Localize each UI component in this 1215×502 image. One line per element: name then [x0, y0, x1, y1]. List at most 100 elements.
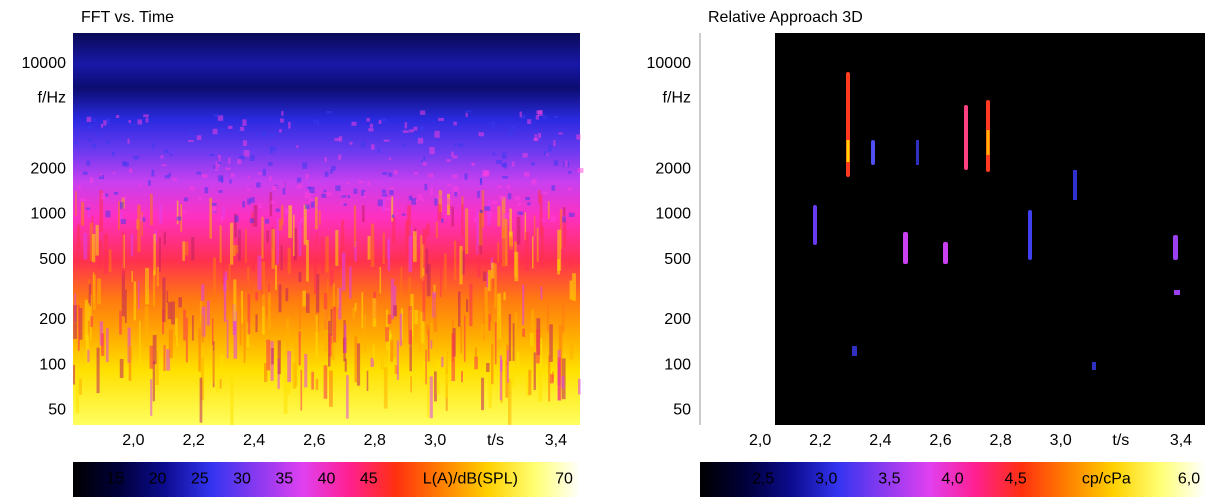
- texture: [446, 159, 452, 162]
- texture: [192, 315, 194, 341]
- texture: [363, 192, 367, 198]
- texture: [494, 322, 497, 365]
- feature: [813, 205, 817, 245]
- texture: [257, 255, 262, 290]
- texture: [436, 195, 442, 199]
- texture: [349, 266, 352, 299]
- texture: [268, 176, 272, 181]
- texture: [377, 199, 383, 207]
- texture: [215, 166, 219, 171]
- texture: [105, 210, 111, 218]
- texture: [183, 197, 189, 202]
- texture: [273, 186, 277, 190]
- texture: [137, 204, 141, 252]
- texture: [471, 162, 475, 166]
- texture: [198, 328, 201, 372]
- texture: [457, 242, 460, 251]
- texture: [562, 216, 566, 223]
- texture: [283, 373, 288, 414]
- texture: [484, 206, 491, 211]
- texture: [429, 188, 433, 196]
- texture: [491, 343, 494, 385]
- texture: [185, 317, 188, 363]
- texture: [420, 160, 424, 163]
- texture: [421, 198, 425, 202]
- texture: [330, 344, 335, 360]
- texture: [264, 219, 270, 224]
- texture: [522, 153, 528, 158]
- texture: [368, 128, 374, 132]
- texture: [408, 195, 413, 201]
- texture: [262, 294, 265, 335]
- texture: [211, 206, 217, 213]
- texture: [482, 271, 487, 282]
- texture: [514, 251, 519, 282]
- texture: [270, 147, 277, 151]
- texture: [497, 316, 501, 349]
- texture: [388, 172, 393, 177]
- texture: [172, 177, 177, 181]
- texture: [464, 173, 468, 180]
- texture: [478, 211, 483, 246]
- texture: [228, 157, 231, 165]
- texture: [517, 211, 524, 216]
- y-tick-label: 2000: [655, 160, 691, 177]
- texture: [370, 223, 375, 267]
- texture: [402, 130, 409, 133]
- texture: [491, 262, 495, 279]
- texture: [209, 197, 212, 239]
- texture: [413, 126, 418, 131]
- x-axis-label: t/s: [1112, 432, 1129, 449]
- texture: [494, 263, 497, 308]
- texture: [537, 110, 543, 117]
- texture: [201, 314, 204, 343]
- texture: [452, 155, 458, 159]
- texture: [225, 280, 229, 300]
- texture: [341, 203, 347, 206]
- texture: [521, 114, 526, 119]
- texture: [444, 353, 448, 399]
- texture: [99, 174, 104, 180]
- texture: [422, 162, 427, 166]
- panel-approach: [699, 33, 1205, 425]
- texture: [276, 218, 279, 265]
- texture: [538, 190, 541, 204]
- texture: [299, 294, 301, 330]
- texture: [176, 216, 182, 221]
- texture: [88, 283, 92, 307]
- texture: [423, 361, 426, 382]
- colorbar-tick-label: 40: [318, 471, 336, 488]
- texture: [539, 194, 543, 238]
- texture: [326, 110, 332, 114]
- texture: [558, 132, 563, 135]
- texture: [414, 172, 418, 175]
- texture: [501, 228, 505, 267]
- texture: [199, 377, 203, 423]
- texture: [228, 264, 231, 280]
- texture: [220, 355, 224, 378]
- x-tick-label: 2,0: [749, 432, 771, 449]
- texture: [152, 335, 157, 365]
- texture: [487, 270, 492, 292]
- texture: [364, 314, 367, 354]
- texture: [94, 131, 98, 135]
- texture: [341, 219, 345, 252]
- texture: [523, 171, 530, 177]
- texture: [296, 145, 299, 148]
- texture: [321, 236, 324, 274]
- texture: [532, 236, 534, 269]
- texture: [417, 193, 423, 200]
- texture: [328, 333, 333, 357]
- y-tick-label: 1000: [655, 206, 691, 223]
- texture: [219, 379, 222, 389]
- texture: [538, 358, 543, 402]
- texture: [508, 314, 512, 362]
- texture: [163, 231, 167, 245]
- texture: [137, 280, 140, 310]
- texture: [240, 291, 244, 324]
- texture: [452, 174, 458, 179]
- colorbar: [700, 462, 1205, 497]
- texture: [256, 182, 261, 188]
- texture: [408, 225, 413, 273]
- texture: [247, 175, 250, 179]
